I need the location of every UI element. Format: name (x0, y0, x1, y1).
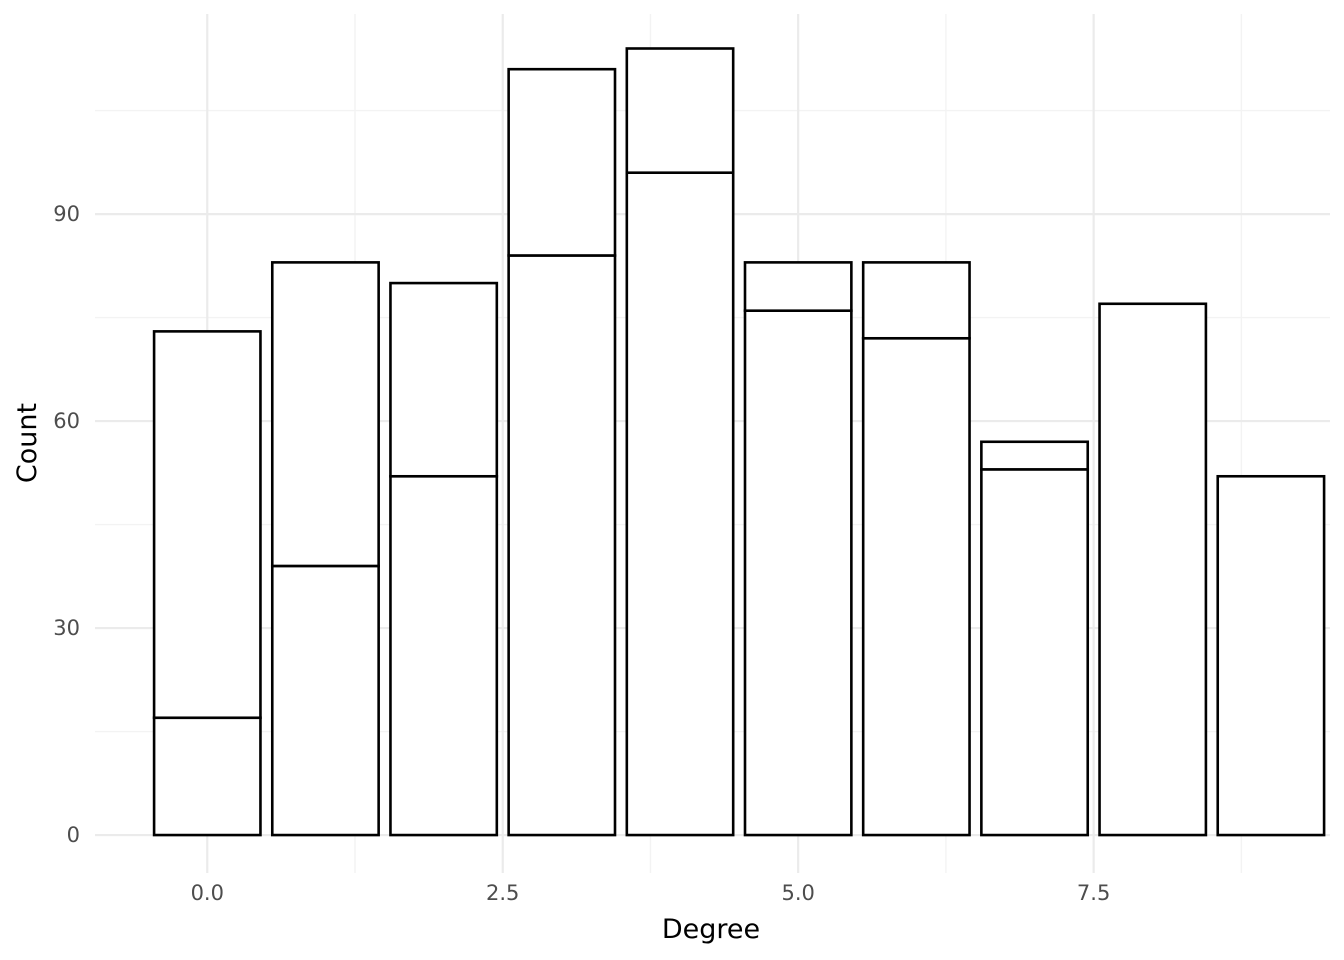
bar-segment (980, 468, 1090, 837)
bar-segment (270, 564, 380, 837)
bar-segment (152, 330, 262, 720)
bar-segment (270, 261, 380, 568)
y-tick-label: 60 (53, 409, 80, 433)
bar-segment (1216, 474, 1326, 837)
y-tick-label: 90 (53, 202, 80, 226)
bar-segment (389, 281, 499, 478)
x-axis-title: Degree (662, 914, 760, 945)
x-tick-label: 7.5 (1077, 881, 1110, 905)
bar-segment (507, 67, 617, 257)
bar-segment (980, 440, 1090, 471)
bar-segment (743, 261, 853, 312)
bar-segment (152, 716, 262, 837)
bar-segment (507, 254, 617, 837)
tick-labels: 0 30 60 90 0.0 2.5 5.0 7.5 (53, 202, 1110, 905)
bar-segment (1098, 302, 1208, 837)
x-tick-label: 2.5 (486, 881, 519, 905)
bar-segment (861, 261, 971, 340)
x-tick-label: 5.0 (781, 881, 814, 905)
y-axis-title: Count (12, 403, 43, 483)
bar-segment (625, 171, 735, 837)
bar-segment (861, 336, 971, 837)
bar-segment (625, 47, 735, 174)
bar-segment (389, 474, 499, 837)
x-tick-label: 0.0 (191, 881, 224, 905)
y-tick-label: 0 (67, 823, 80, 847)
bar-segment (743, 309, 853, 837)
y-tick-label: 30 (53, 616, 80, 640)
bars (152, 47, 1326, 837)
